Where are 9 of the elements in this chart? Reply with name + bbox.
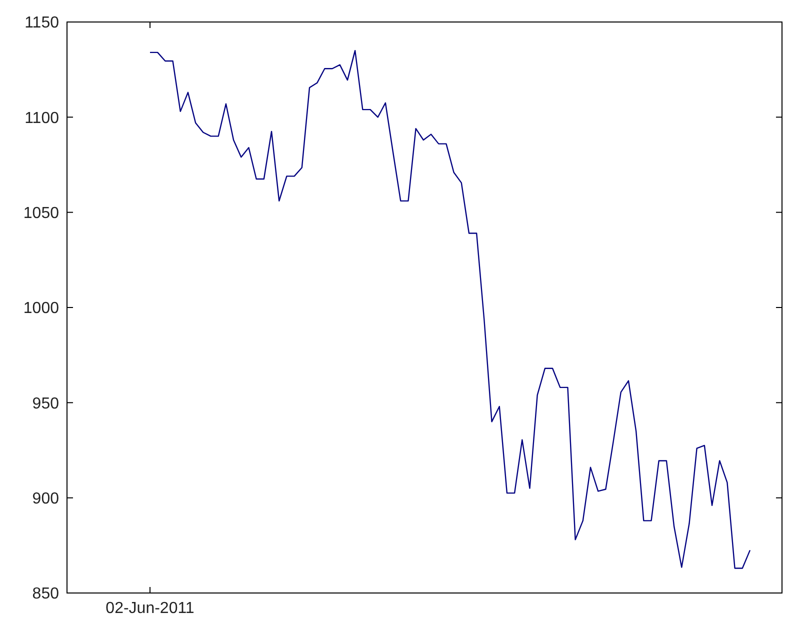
line-series — [149, 50, 751, 569]
y-tick-label: 900 — [32, 490, 60, 508]
y-tick-label: 1100 — [24, 110, 60, 127]
x-tick-label: 02-Jun-2011 — [106, 600, 194, 617]
y-tick-label: 1050 — [23, 204, 60, 222]
y-tick-label: 950 — [32, 395, 60, 412]
y-tick-label: 1150 — [24, 14, 60, 32]
y-tick-label: 850 — [32, 586, 60, 603]
y-tick-label: 1000 — [23, 300, 60, 318]
